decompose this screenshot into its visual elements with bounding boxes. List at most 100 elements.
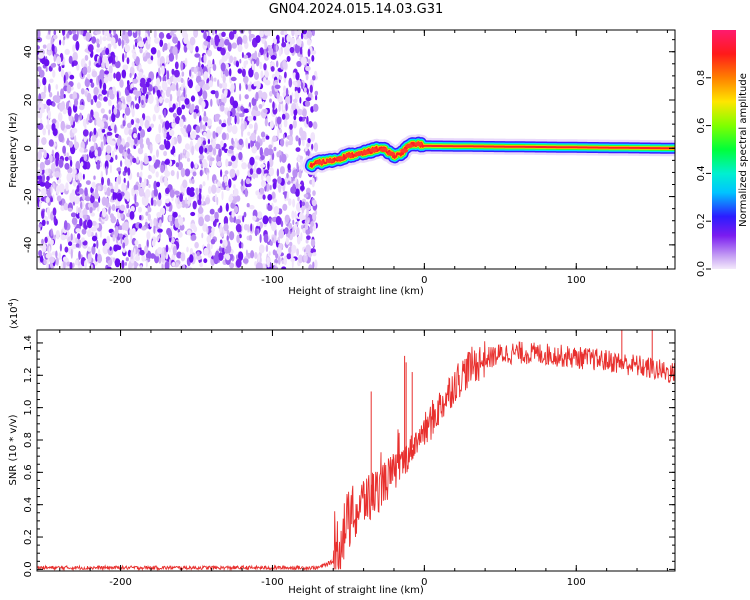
noise-speckle xyxy=(228,178,232,188)
noise-speckle xyxy=(259,187,265,194)
noise-speckle xyxy=(127,148,131,155)
noise-speckle xyxy=(282,91,287,98)
noise-speckle xyxy=(279,129,283,134)
noise-speckle xyxy=(51,118,57,124)
noise-speckle xyxy=(204,214,211,222)
noise-speckle xyxy=(284,112,290,120)
noise-speckle xyxy=(211,30,215,36)
noise-speckle xyxy=(168,214,173,222)
noise-speckle xyxy=(245,249,248,257)
noise-speckle xyxy=(231,162,238,169)
noise-speckle xyxy=(195,46,199,53)
noise-speckle xyxy=(88,137,91,142)
noise-speckle xyxy=(172,245,177,256)
noise-speckle xyxy=(116,103,120,110)
noise-speckle xyxy=(145,52,151,59)
noise-speckle xyxy=(119,204,126,211)
noise-speckle xyxy=(85,31,91,42)
noise-speckle xyxy=(60,234,67,241)
noise-speckle xyxy=(38,52,45,59)
noise-speckle xyxy=(100,132,104,141)
noise-speckle xyxy=(235,219,242,225)
noise-speckle xyxy=(127,80,130,86)
noise-speckle xyxy=(305,146,308,152)
noise-speckle xyxy=(190,130,197,140)
noise-speckle xyxy=(153,217,157,227)
noise-speckle xyxy=(49,154,53,163)
noise-speckle xyxy=(169,189,175,198)
noise-speckle xyxy=(103,184,108,193)
noise-speckle xyxy=(182,179,188,189)
noise-speckle xyxy=(165,198,170,204)
snr-panel: -200 -100 0 100 0.0 0.2 0.4 0.6 0.8 1.0 1.2 1.4 Hei… xyxy=(7,298,676,596)
noise-speckle xyxy=(52,182,55,189)
noise-speckle xyxy=(91,245,96,255)
noise-speckle xyxy=(44,159,51,166)
noise-speckle xyxy=(106,135,113,145)
noise-speckle xyxy=(148,207,152,213)
noise-speckle xyxy=(41,238,44,245)
noise-speckle xyxy=(153,30,157,39)
noise-speckle xyxy=(113,30,116,36)
noise-speckle xyxy=(80,161,84,167)
noise-speckle xyxy=(53,30,57,36)
noise-speckle xyxy=(46,175,50,181)
noise-speckle xyxy=(112,191,116,201)
noise-speckle xyxy=(206,235,211,244)
noise-speckle xyxy=(231,155,236,162)
noise-speckle xyxy=(303,253,308,263)
noise-speckle xyxy=(297,196,300,202)
noise-speckle xyxy=(91,70,98,78)
noise-speckle xyxy=(265,244,269,252)
noise-speckle xyxy=(123,98,126,105)
noise-speckle xyxy=(277,236,281,244)
noise-speckle xyxy=(214,218,219,223)
noise-speckle xyxy=(296,248,299,256)
noise-speckle xyxy=(206,129,211,140)
noise-speckle xyxy=(82,209,86,217)
noise-speckle xyxy=(198,145,204,155)
noise-speckle xyxy=(70,233,73,241)
noise-speckle xyxy=(254,161,258,167)
noise-speckle xyxy=(203,40,209,46)
noise-speckle xyxy=(241,178,244,187)
noise-speckle xyxy=(220,47,226,56)
noise-speckle xyxy=(262,101,265,107)
noise-speckle xyxy=(159,207,166,215)
noise-speckle xyxy=(273,265,277,269)
noise-speckle xyxy=(78,104,85,111)
noise-speckle xyxy=(186,157,191,162)
noise-speckle xyxy=(225,51,231,59)
noise-speckle xyxy=(266,175,271,183)
noise-speckle xyxy=(248,67,254,78)
noise-speckle xyxy=(227,110,231,118)
noise-speckle xyxy=(180,152,183,160)
colorbar-tick-label: 0.6 xyxy=(696,118,707,134)
noise-speckle xyxy=(222,74,226,83)
snr-ylabel: SNR (10 * v/v) xyxy=(8,414,19,485)
noise-speckle xyxy=(116,167,122,172)
noise-speckle xyxy=(76,63,80,71)
noise-speckle xyxy=(270,55,277,60)
noise-speckle xyxy=(44,180,50,190)
noise-speckle xyxy=(112,234,116,242)
noise-speckle xyxy=(201,232,204,239)
noise-speckle xyxy=(94,149,98,157)
noise-speckle xyxy=(145,211,149,216)
noise-speckle xyxy=(199,120,203,130)
noise-speckle xyxy=(114,258,121,268)
noise-speckle xyxy=(208,80,213,88)
noise-speckle xyxy=(142,85,147,94)
noise-speckle xyxy=(113,107,118,115)
noise-speckle xyxy=(102,55,109,63)
noise-speckle xyxy=(311,199,317,207)
noise-speckle xyxy=(38,109,43,119)
noise-speckle xyxy=(298,116,303,122)
noise-speckle xyxy=(95,63,102,68)
noise-speckle xyxy=(202,116,209,122)
noise-speckle xyxy=(42,77,47,86)
noise-speckle xyxy=(110,37,116,46)
noise-speckle xyxy=(295,147,301,153)
noise-speckle xyxy=(73,168,77,175)
noise-speckle xyxy=(287,163,291,171)
